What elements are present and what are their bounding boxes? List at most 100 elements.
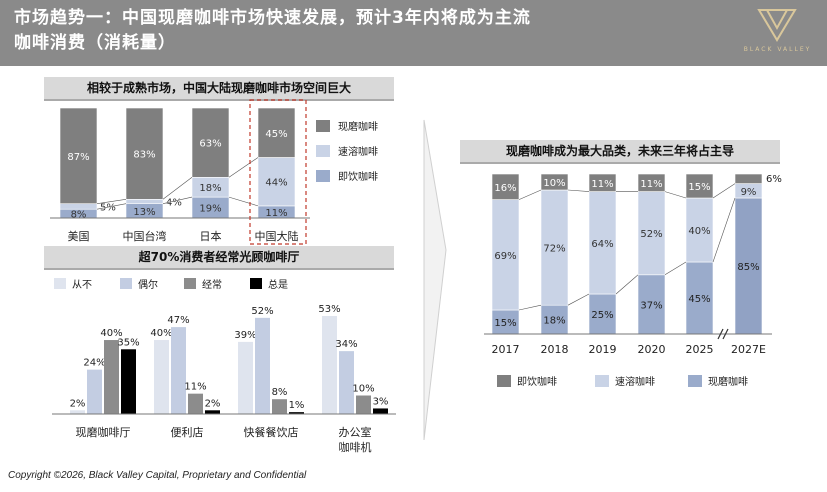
- bar-segment: [191, 107, 230, 178]
- bar: [289, 412, 304, 414]
- legend-label: 现磨咖啡: [708, 376, 748, 388]
- bar-segment: [734, 173, 763, 184]
- data-label: 24%: [83, 358, 105, 369]
- connector-line: [96, 203, 127, 210]
- category-label: 2025: [686, 343, 714, 356]
- data-label: 25%: [591, 310, 613, 321]
- data-label: 5%: [100, 202, 116, 213]
- legend-label: 现磨咖啡: [338, 121, 378, 133]
- data-label: 53%: [318, 304, 340, 315]
- data-label: 18%: [199, 183, 221, 194]
- data-label: 13%: [133, 207, 155, 218]
- data-label: 37%: [640, 300, 662, 311]
- bar-segment: [491, 173, 520, 200]
- bar-segment: [637, 274, 666, 335]
- bar-segment: [685, 197, 714, 263]
- legend-swatch: [184, 278, 196, 289]
- data-label: 10%: [543, 178, 565, 189]
- category-label: 2019: [589, 343, 617, 356]
- data-label: 47%: [167, 315, 189, 326]
- chart3-title: 现磨咖啡成为最大品类，未来三年将占主导: [460, 140, 780, 164]
- bar: [373, 408, 388, 414]
- bar-segment: [491, 199, 520, 311]
- bar-segment: [588, 173, 617, 192]
- bar: [238, 341, 253, 414]
- data-label: 39%: [234, 330, 256, 341]
- category-label: 办公室: [339, 425, 372, 439]
- bar: [272, 399, 287, 414]
- category-label: 2027E: [731, 343, 766, 356]
- category-label: 2018: [541, 343, 569, 356]
- legend-swatch: [316, 145, 330, 157]
- bar: [188, 393, 203, 414]
- legend-label: 偶尔: [138, 278, 158, 291]
- bar: [171, 327, 186, 414]
- footer-copyright: Copyright ©2026, Black Valley Capital, P…: [8, 470, 307, 481]
- data-label: 69%: [494, 251, 516, 262]
- bar: [70, 410, 85, 414]
- data-label: 40%: [150, 328, 172, 339]
- data-label: 11%: [591, 179, 613, 190]
- bar-segment: [125, 107, 164, 200]
- data-label: 10%: [352, 384, 374, 395]
- connector-line: [96, 199, 127, 204]
- bar-segment: [540, 304, 569, 335]
- category-label: 中国台湾: [123, 229, 167, 243]
- bar: [255, 317, 270, 414]
- category-label: 日本: [200, 229, 222, 243]
- title-line-1: 市场趋势一：中国现磨咖啡市场快速发展，预计3年内将成为主流: [14, 8, 531, 28]
- bar-segment: [540, 173, 569, 191]
- bar: [87, 369, 102, 414]
- category-label: 快餐餐饮店: [244, 425, 299, 439]
- data-label: 35%: [117, 337, 139, 348]
- axis-break-mark: [722, 328, 729, 340]
- legend-label: 速溶咖啡: [338, 145, 378, 158]
- data-label: 8%: [71, 210, 87, 221]
- data-label: 40%: [100, 328, 122, 339]
- connector-line: [162, 177, 193, 200]
- bar-segment: [257, 157, 296, 207]
- data-label: 63%: [199, 139, 221, 150]
- category-label: 现磨咖啡厅: [76, 425, 131, 439]
- data-label: 18%: [543, 316, 565, 327]
- highlight-box: [249, 99, 307, 245]
- connector-line: [228, 157, 259, 178]
- arrow-shape: [423, 119, 447, 441]
- data-label: 3%: [373, 396, 389, 407]
- data-label: 2%: [205, 398, 221, 409]
- logo-text: BLACK VALLEY: [743, 46, 812, 53]
- bar: [339, 351, 354, 414]
- data-label: 72%: [543, 244, 565, 255]
- legend-swatch: [316, 170, 330, 182]
- connector-line: [712, 183, 736, 199]
- category-label: 美国: [68, 230, 90, 243]
- data-label: 15%: [688, 182, 710, 193]
- data-label: 45%: [265, 129, 287, 140]
- data-label: 64%: [591, 239, 613, 250]
- data-label: 34%: [335, 339, 357, 350]
- data-label: 11%: [265, 208, 287, 219]
- legend-label: 即饮咖啡: [338, 170, 378, 183]
- bar: [104, 340, 119, 414]
- legend-swatch: [250, 278, 262, 289]
- data-label: 19%: [199, 204, 221, 215]
- data-label: 15%: [494, 318, 516, 329]
- bar-segment: [59, 107, 98, 204]
- legend-swatch: [497, 375, 511, 387]
- legend-swatch: [120, 278, 132, 289]
- connector-line: [228, 196, 259, 207]
- category-label: 2020: [638, 343, 666, 356]
- connector-line: [664, 261, 687, 276]
- chart1-title: 相较于成熟市场，中国大陆现磨咖啡市场空间巨大: [44, 77, 394, 101]
- bar: [154, 340, 169, 414]
- legend-label: 总是: [268, 278, 288, 291]
- legend-label: 速溶咖啡: [615, 375, 655, 388]
- legend-label: 从不: [72, 280, 92, 291]
- axis-break-mark: [717, 328, 724, 340]
- data-label: 52%: [251, 306, 273, 317]
- title-line-2: 咖啡消费（消耗量）: [14, 33, 176, 53]
- data-label: 45%: [688, 294, 710, 305]
